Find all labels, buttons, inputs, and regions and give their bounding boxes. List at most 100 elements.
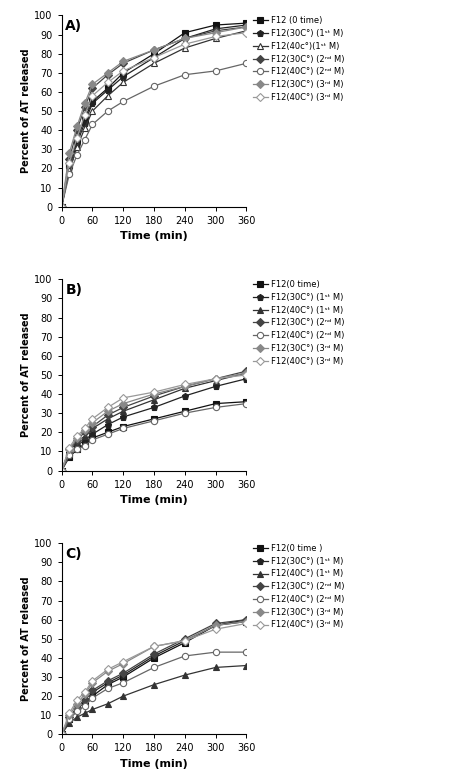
F12(30C°) (3ʳᵈ M) (182, 34, 188, 43)
F12(30C°) (1ˢᵗ M) (151, 652, 157, 661)
F12(40C°) (2ⁿᵈ M) (59, 466, 64, 475)
F12(30C°) (2ⁿᵈ M) (90, 686, 95, 695)
F12(40C°) (2ⁿᵈ M) (74, 707, 80, 716)
F12(30C°) (1ˢᵗ M) (90, 99, 95, 108)
F12(0 time) (59, 466, 64, 475)
F12(30C°) (3ʳᵈ M) (90, 678, 95, 687)
X-axis label: Time (min): Time (min) (120, 495, 188, 505)
Line: F12(40C°) (2ⁿᵈ M): F12(40C°) (2ⁿᵈ M) (58, 400, 250, 474)
F12(30C°) (2ⁿᵈ M) (82, 427, 88, 437)
F12(30C°) (2ⁿᵈ M) (105, 676, 111, 686)
F12(40C°) (3ʳᵈ M) (74, 695, 80, 704)
F12(30C°) (3ʳᵈ M) (82, 426, 88, 435)
F12(40C°) (2ⁿᵈ M) (213, 648, 219, 657)
F12(30C°) (3ʳᵈ M) (151, 46, 157, 55)
F12(30C°) (3ʳᵈ M) (244, 22, 249, 32)
F12(40C°) (2ⁿᵈ M) (90, 435, 95, 444)
F12(0 time) (82, 439, 88, 448)
F12(30C°) (1ˢᵗ M) (66, 164, 72, 173)
F12(30C°) (1ˢᵗ M) (182, 34, 188, 43)
F12 (0 time) (244, 19, 249, 28)
F12(40C°) (2ⁿᵈ M) (244, 59, 249, 68)
F12(30C°) (3ʳᵈ M) (213, 621, 219, 630)
F12(30C°) (1ˢᵗ M) (105, 678, 111, 687)
F12(30C°) (2ⁿᵈ M) (59, 202, 64, 211)
Line: F12(40C°) (2ⁿᵈ M): F12(40C°) (2ⁿᵈ M) (58, 60, 250, 209)
F12(40C°) (2ⁿᵈ M) (82, 135, 88, 145)
F12(30C°) (3ʳᵈ M) (244, 369, 249, 378)
F12(30C°) (1ˢᵗ M) (59, 466, 64, 475)
F12(30C°) (3ʳᵈ M) (74, 699, 80, 708)
F12(40C°) (1ˢᵗ M) (182, 670, 188, 679)
F12(40C°) (3ʳᵈ M) (244, 619, 249, 628)
F12(40C°) (2ⁿᵈ M) (182, 70, 188, 80)
F12(40c°)(1ˢᵗ M) (82, 124, 88, 133)
F12(40C°) (2ⁿᵈ M) (182, 652, 188, 661)
F12 (0 time) (90, 97, 95, 106)
F12(40C°) (2ⁿᵈ M) (90, 693, 95, 703)
F12(30C°) (3ʳᵈ M) (90, 80, 95, 89)
F12(30C°) (2ⁿᵈ M) (105, 70, 111, 80)
F12(40C°) (2ⁿᵈ M) (59, 730, 64, 739)
F12(0 time ) (59, 730, 64, 739)
F12(40C°) (1ˢᵗ M) (151, 395, 157, 404)
F12(40c°)(1ˢᵗ M) (151, 59, 157, 68)
F12(40C°) (3ʳᵈ M) (120, 66, 126, 76)
F12(40C°) (1ˢᵗ M) (82, 431, 88, 441)
F12(30C°) (3ʳᵈ M) (66, 710, 72, 720)
F12(40C°) (2ⁿᵈ M) (105, 107, 111, 116)
F12(30C°) (2ⁿᵈ M) (66, 444, 72, 454)
F12(40C°) (3ʳᵈ M) (74, 431, 80, 441)
F12(30C°) (1ˢᵗ M) (74, 441, 80, 451)
Y-axis label: Percent of AT released: Percent of AT released (21, 312, 31, 438)
F12(0 time ) (82, 697, 88, 707)
F12(30C°) (2ⁿᵈ M) (182, 382, 188, 391)
F12(40C°) (2ⁿᵈ M) (82, 441, 88, 451)
F12(40C°) (2ⁿᵈ M) (213, 403, 219, 412)
F12(30C°) (1ˢᵗ M) (59, 730, 64, 739)
F12(30C°) (1ˢᵗ M) (90, 688, 95, 697)
Legend: F12 (0 time), F12(30C°) (1ˢᵗ M), F12(40c°)(1ˢᵗ M), F12(30C°) (2ⁿᵈ M), F12(40C°) : F12 (0 time), F12(30C°) (1ˢᵗ M), F12(40c… (252, 15, 346, 103)
Line: F12(30C°) (1ˢᵗ M): F12(30C°) (1ˢᵗ M) (58, 376, 250, 474)
Text: A): A) (65, 19, 82, 33)
F12(30C°) (1ˢᵗ M) (213, 621, 219, 630)
F12(0 time) (105, 427, 111, 437)
F12(30C°) (3ʳᵈ M) (105, 407, 111, 416)
F12(40C°) (2ⁿᵈ M) (105, 684, 111, 693)
F12(40C°) (1ˢᵗ M) (244, 661, 249, 670)
F12(40C°) (1ˢᵗ M) (90, 424, 95, 433)
F12(40C°) (2ⁿᵈ M) (151, 416, 157, 425)
F12(0 time ) (120, 673, 126, 682)
F12(40C°) (3ʳᵈ M) (82, 688, 88, 697)
F12(30C°) (1ˢᵗ M) (82, 118, 88, 128)
F12(40c°)(1ˢᵗ M) (120, 78, 126, 87)
F12(40C°) (1ˢᵗ M) (151, 680, 157, 690)
F12(40C°) (2ⁿᵈ M) (244, 648, 249, 657)
F12(30C°) (3ʳᵈ M) (59, 202, 64, 211)
F12(40C°) (3ʳᵈ M) (90, 414, 95, 424)
F12(0 time ) (90, 692, 95, 701)
F12(30C°) (3ʳᵈ M) (90, 418, 95, 427)
F12(40C°) (3ʳᵈ M) (66, 443, 72, 452)
F12(40C°) (1ˢᵗ M) (82, 709, 88, 718)
F12(40C°) (2ⁿᵈ M) (66, 714, 72, 724)
F12(30C°) (3ʳᵈ M) (213, 374, 219, 383)
Line: F12(30C°) (1ˢᵗ M): F12(30C°) (1ˢᵗ M) (58, 22, 250, 209)
F12(40C°) (3ʳᵈ M) (213, 625, 219, 634)
Text: B): B) (65, 283, 82, 297)
Line: F12(40C°) (1ˢᵗ M): F12(40C°) (1ˢᵗ M) (58, 369, 250, 474)
F12(30C°) (3ʳᵈ M) (213, 28, 219, 37)
F12(40C°) (3ʳᵈ M) (66, 158, 72, 167)
F12(0 time ) (182, 638, 188, 647)
F12(40C°) (1ˢᵗ M) (59, 730, 64, 739)
F12(40C°) (1ˢᵗ M) (120, 407, 126, 416)
F12(30C°) (1ˢᵗ M) (244, 20, 249, 29)
F12(40C°) (3ʳᵈ M) (120, 393, 126, 403)
Y-axis label: Percent of AT released: Percent of AT released (21, 49, 31, 173)
F12(30C°) (2ⁿᵈ M) (59, 730, 64, 739)
F12(40C°) (1ˢᵗ M) (213, 662, 219, 672)
F12(30C°) (3ʳᵈ M) (59, 730, 64, 739)
F12(40C°) (1ˢᵗ M) (59, 466, 64, 475)
F12(30C°) (3ʳᵈ M) (182, 382, 188, 391)
Line: F12(30C°) (1ˢᵗ M): F12(30C°) (1ˢᵗ M) (58, 617, 250, 737)
